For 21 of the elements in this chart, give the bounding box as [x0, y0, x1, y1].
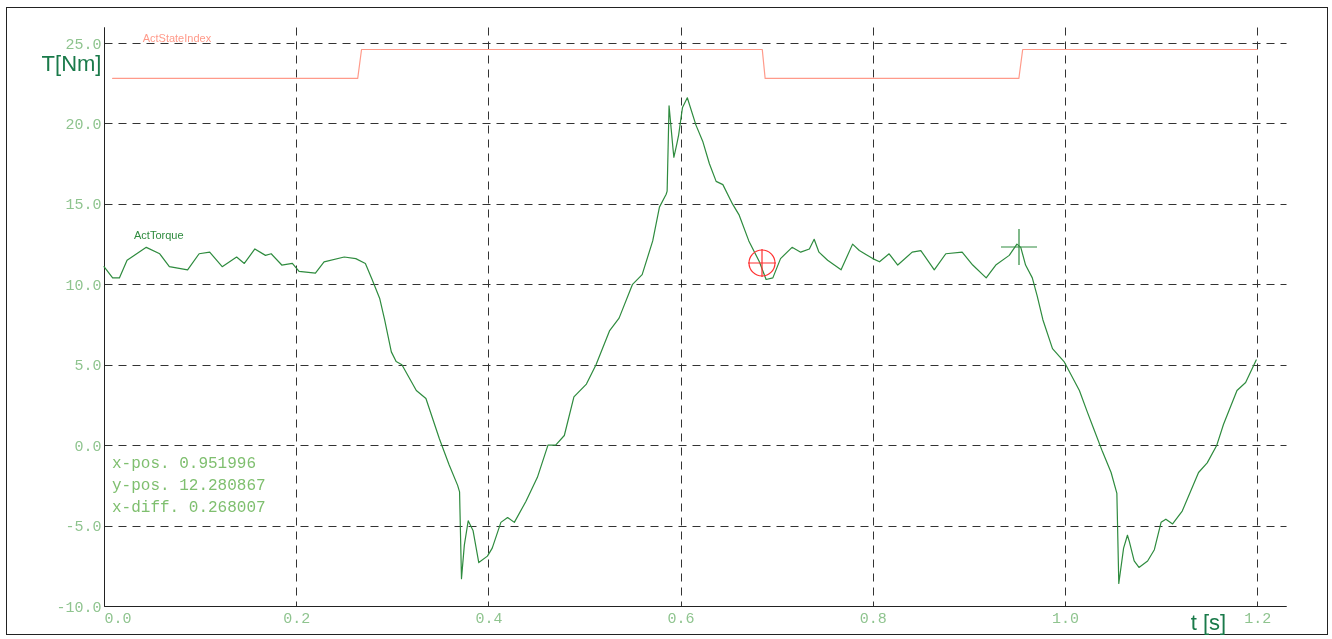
y-tick-label: 15.0: [65, 197, 102, 215]
annotation: x-diff. 0.268007: [112, 499, 266, 517]
x-tick-label: 0.6: [667, 610, 695, 628]
annotation: y-pos. 12.280867: [112, 477, 266, 495]
y-tick-label: 20.0: [65, 117, 102, 134]
x-tick-label: 1.0: [1051, 610, 1079, 628]
x-tick-label: 1.2: [1244, 610, 1272, 628]
text: ActStateIndex: [142, 31, 212, 44]
y-tick-label: -10.0: [56, 599, 102, 617]
y-tick-label: -5.0: [65, 519, 102, 537]
series-label: ActTorque: [134, 229, 184, 242]
line-series: [103, 97, 1257, 585]
x-tick-label: 0.0: [104, 610, 132, 628]
x-tick-label: 0.4: [475, 610, 503, 628]
y-tick-label: 0.0: [74, 438, 102, 456]
y-tick-label: 5.0: [74, 358, 102, 376]
x-axis-title: t [s]: [1190, 609, 1227, 635]
x-tick-label: 0.2: [283, 610, 311, 628]
annotation: x-pos. 0.951996: [112, 455, 257, 473]
y-tick-label: 10.0: [65, 277, 102, 295]
x-tick-label: 0.8: [859, 610, 887, 628]
